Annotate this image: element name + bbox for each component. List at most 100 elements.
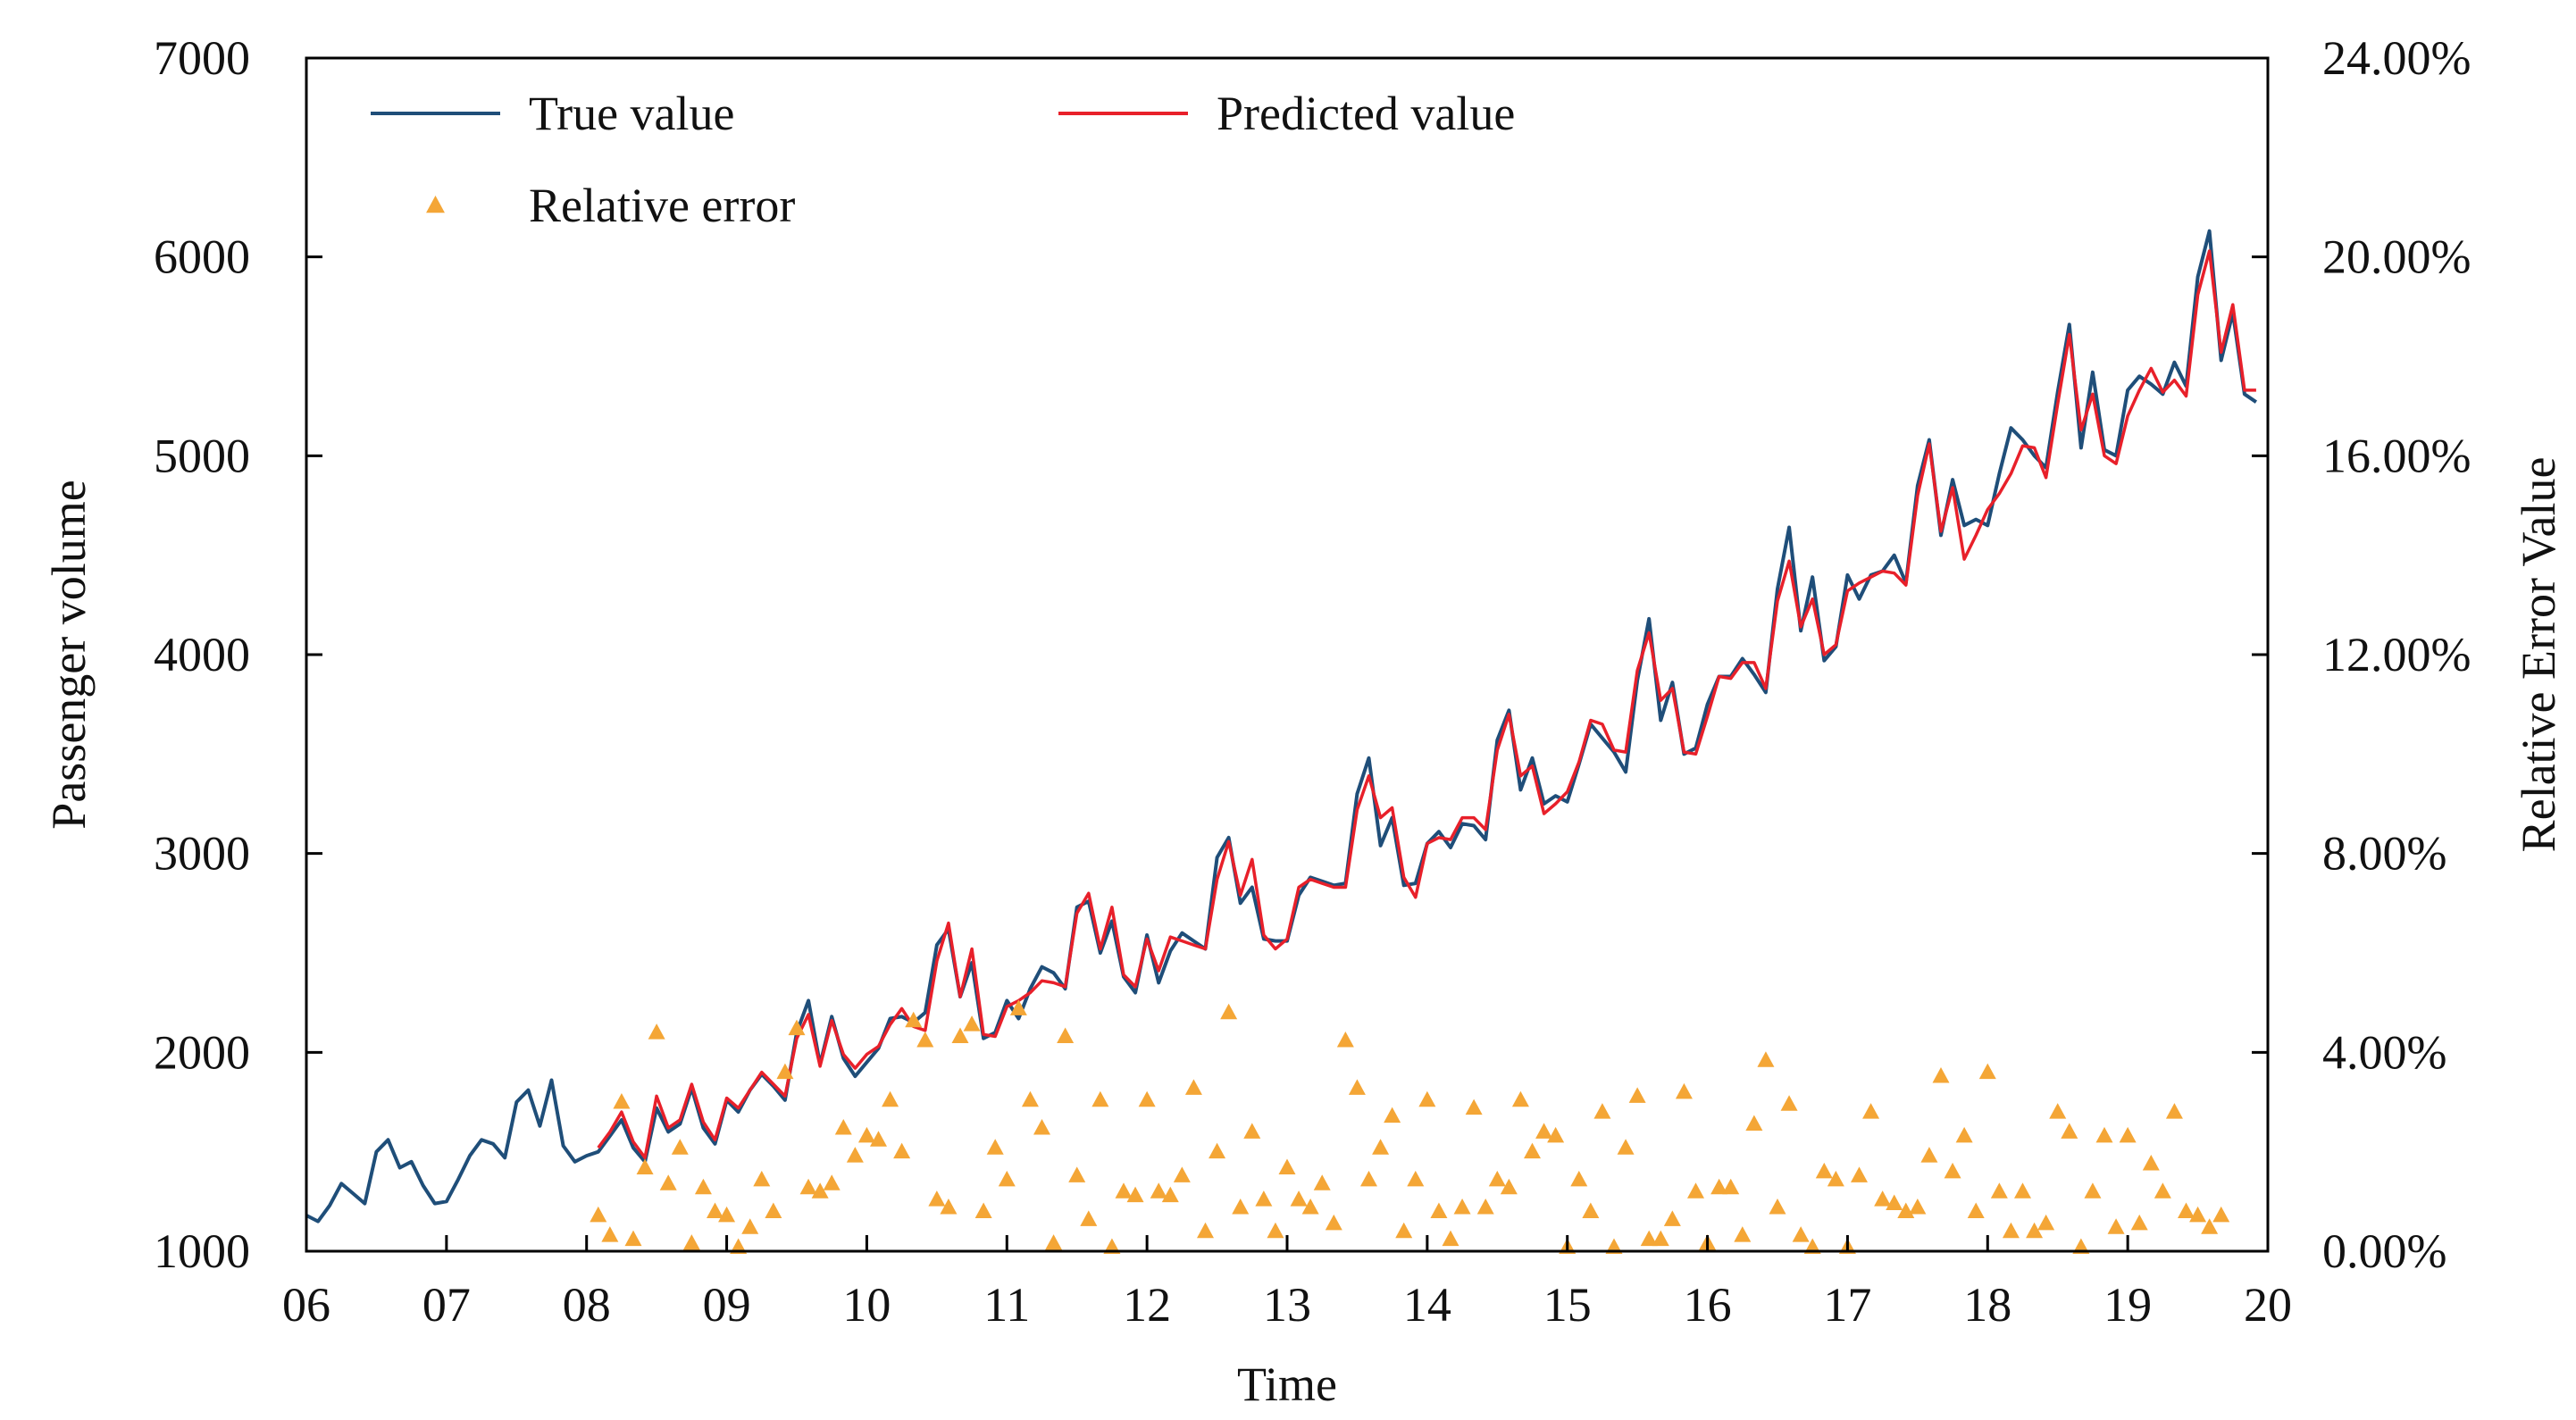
error-point bbox=[753, 1170, 771, 1187]
error-point bbox=[1686, 1182, 1704, 1199]
error-point bbox=[2154, 1182, 2171, 1199]
error-point bbox=[1978, 1063, 1996, 1080]
error-point bbox=[1196, 1222, 1214, 1239]
error-point bbox=[788, 1019, 806, 1036]
error-point bbox=[811, 1182, 829, 1199]
error-point bbox=[2095, 1126, 2113, 1143]
y-tick-label: 4000 bbox=[154, 628, 250, 681]
error-point bbox=[2119, 1126, 2137, 1143]
error-point bbox=[1115, 1182, 1133, 1199]
legend-label: Relative error bbox=[529, 179, 795, 232]
predicted-value-line bbox=[597, 249, 2256, 1160]
error-point bbox=[1161, 1186, 1179, 1203]
y2-tick-label: 12.00% bbox=[2322, 628, 2471, 681]
legend: True value Predicted value Relative error bbox=[371, 87, 1515, 232]
error-point bbox=[1033, 1118, 1050, 1135]
error-point bbox=[1442, 1230, 1459, 1247]
error-point bbox=[694, 1178, 712, 1195]
error-point bbox=[613, 1093, 631, 1109]
error-point bbox=[834, 1118, 852, 1135]
error-point bbox=[869, 1131, 887, 1147]
error-point bbox=[1126, 1186, 1144, 1203]
y-tick-label: 3000 bbox=[154, 827, 250, 881]
error-point bbox=[1710, 1178, 1728, 1195]
error-point bbox=[1722, 1178, 1740, 1195]
error-point bbox=[1582, 1202, 1600, 1218]
plot-frame bbox=[305, 56, 2270, 1253]
error-point bbox=[1523, 1142, 1541, 1159]
error-point bbox=[1815, 1162, 1833, 1179]
error-point bbox=[2130, 1214, 2148, 1231]
legend-item: Predicted value bbox=[1058, 87, 1515, 140]
error-point bbox=[1511, 1090, 1529, 1107]
error-point bbox=[1500, 1178, 1518, 1195]
error-point bbox=[1675, 1082, 1693, 1099]
y2-axis-label: Relative Error Value bbox=[2512, 457, 2565, 853]
error-point bbox=[1395, 1222, 1413, 1239]
error-point bbox=[799, 1178, 817, 1195]
series-2 bbox=[590, 999, 2230, 1255]
error-point bbox=[963, 1015, 981, 1032]
error-point bbox=[1850, 1166, 1868, 1182]
error-point bbox=[1430, 1202, 1448, 1218]
error-point bbox=[1886, 1194, 1903, 1211]
error-point bbox=[1734, 1226, 1752, 1242]
error-point bbox=[1465, 1098, 1483, 1115]
error-point bbox=[1267, 1222, 1284, 1239]
error-point bbox=[1488, 1170, 1506, 1187]
error-point bbox=[986, 1139, 1004, 1155]
x-axis-label: Time bbox=[1237, 1357, 1337, 1411]
y2-tick-label: 24.00% bbox=[2322, 31, 2471, 85]
error-point bbox=[1150, 1182, 1167, 1199]
error-point bbox=[1955, 1126, 1973, 1143]
x-tick-label: 08 bbox=[563, 1278, 611, 1332]
error-point bbox=[1091, 1090, 1109, 1107]
error-point bbox=[2107, 1218, 2125, 1234]
error-point bbox=[682, 1234, 700, 1250]
series-0 bbox=[305, 229, 2258, 1224]
error-point bbox=[1769, 1199, 1786, 1215]
error-point bbox=[846, 1147, 864, 1163]
error-point bbox=[1313, 1174, 1331, 1190]
y-tick-label: 7000 bbox=[154, 31, 250, 85]
x-tick-label: 10 bbox=[842, 1278, 891, 1332]
error-point bbox=[1173, 1166, 1191, 1182]
error-point bbox=[1570, 1170, 1588, 1187]
error-point bbox=[882, 1090, 899, 1107]
x-tick-label: 18 bbox=[1963, 1278, 2011, 1332]
error-point bbox=[1757, 1051, 1775, 1067]
error-point bbox=[928, 1190, 946, 1207]
error-point bbox=[2013, 1182, 2031, 1199]
error-point bbox=[1336, 1031, 1354, 1048]
error-point bbox=[1617, 1139, 1635, 1155]
error-point bbox=[1909, 1199, 1927, 1215]
x-tick-label: 15 bbox=[1543, 1278, 1592, 1332]
y-tick-label: 5000 bbox=[154, 429, 250, 482]
error-point bbox=[1780, 1095, 1798, 1111]
error-point bbox=[1232, 1199, 1250, 1215]
error-point bbox=[857, 1126, 875, 1143]
x-tick-label: 14 bbox=[1403, 1278, 1451, 1332]
error-point bbox=[1628, 1087, 1646, 1103]
error-point bbox=[1045, 1234, 1063, 1250]
error-point bbox=[893, 1142, 911, 1159]
error-point bbox=[2142, 1155, 2160, 1171]
error-point bbox=[940, 1199, 958, 1215]
error-point bbox=[2049, 1103, 2067, 1119]
error-point bbox=[1359, 1170, 1377, 1187]
legend-item: Relative error bbox=[426, 179, 795, 232]
error-point bbox=[1862, 1103, 1880, 1119]
error-point bbox=[1068, 1166, 1086, 1182]
error-point bbox=[1535, 1123, 1553, 1139]
error-point bbox=[1990, 1182, 2008, 1199]
error-point bbox=[1932, 1067, 1950, 1083]
error-point bbox=[951, 1027, 969, 1044]
error-point bbox=[1663, 1210, 1681, 1226]
error-point bbox=[2165, 1103, 2183, 1119]
x-tick-label: 16 bbox=[1684, 1278, 1732, 1332]
error-point bbox=[905, 1011, 923, 1028]
error-point bbox=[1009, 999, 1027, 1015]
error-point bbox=[1792, 1226, 1810, 1242]
error-point bbox=[590, 1206, 607, 1223]
error-point bbox=[601, 1226, 619, 1242]
